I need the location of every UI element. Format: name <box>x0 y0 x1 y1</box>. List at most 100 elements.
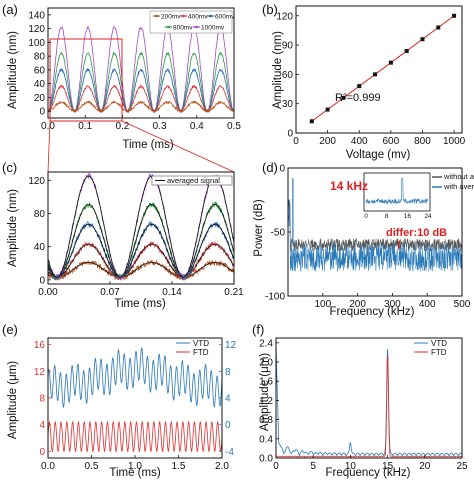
panel-c-xtick-label: 0.21 <box>224 287 244 298</box>
panel-e-xtick-label: 1.5 <box>172 461 186 472</box>
panel-a-legend-label: 600mv <box>215 14 235 21</box>
panel-c-label: (c) <box>2 160 17 175</box>
panel-e-ylabel: Amplitude (μm) <box>7 361 19 439</box>
panel-b: (b) Amplitude (nm) Voltage (mv) 0 200 400 6… <box>262 2 466 161</box>
panel-d-with-average-line <box>287 199 463 272</box>
panel-b-xtick-label: 200 <box>319 136 336 147</box>
panel-f-xtick-label: 5 <box>310 461 316 472</box>
panel-a-ytick-label: 20 <box>34 93 46 104</box>
panel-f-frame <box>275 337 463 459</box>
panel-c-xtick-label: 0.07 <box>100 287 120 298</box>
panel-f-ytick-label: 2.4 <box>259 338 273 349</box>
panel-f-ytick-label: 0.0 <box>259 454 273 465</box>
panel-a-legend-marker <box>167 25 170 29</box>
panel-a-ytick-label: 100 <box>28 38 45 49</box>
panel-f-xtick-label: 10 <box>345 461 357 472</box>
panel-d-inset-xtick-label: 24 <box>424 213 432 220</box>
panel-c-averaged-line <box>47 243 235 278</box>
panel-a-series-line <box>47 99 235 114</box>
panel-d-legend-with: with average <box>443 182 474 191</box>
panel-d: (d) Power (dB) Frequency (kHz) 100 200 300… <box>253 160 474 318</box>
panel-a-zoom-box <box>49 38 123 122</box>
panel-f-xtick-label: 25 <box>456 461 468 472</box>
panel-d-inset: 0 8 16 24 <box>363 172 432 220</box>
panel-c-averaged-line <box>47 223 235 278</box>
panel-e-xlabel: Time (ms) <box>109 467 160 479</box>
panel-e-ytick-label: 4 <box>39 420 45 431</box>
panel-a-xlabel: Time (ms) <box>122 139 173 151</box>
panel-f-legend: VTD FTD <box>414 339 447 357</box>
panel-b-xtick-label: 800 <box>414 136 431 147</box>
panel-e-xtick-label: 1.0 <box>128 461 142 472</box>
panel-b-ytick-label: 0 <box>287 129 293 140</box>
panel-b-point <box>420 37 425 42</box>
panel-e-xtick-label: 2.0 <box>215 461 229 472</box>
panel-d-xlabel: Frequency (kHz) <box>330 306 415 318</box>
panel-a-ytick-label: 140 <box>28 10 45 21</box>
panel-b-fit-line <box>311 15 455 122</box>
panel-b-xtick-label: 400 <box>351 136 368 147</box>
panel-c-xtick-label: 0.00 <box>38 287 58 298</box>
panel-e-right-ytick-label: 8 <box>225 367 231 378</box>
panel-f-xtick-label: 15 <box>382 461 394 472</box>
panel-c-ytick-label: 120 <box>28 176 45 187</box>
zoom-line-right <box>121 120 235 173</box>
panel-f-xlabel: Frequency (kHz) <box>326 467 411 479</box>
panel-c: (c) Amplitude (nm) Time (ms) 0.00 0.07 0.1… <box>2 160 244 310</box>
panel-d-legend: without average with average <box>432 172 474 191</box>
panel-e-legend: VTD FTD <box>176 339 209 357</box>
panel-b-point <box>357 84 362 89</box>
panel-e-ftd-line <box>47 420 223 453</box>
panel-c-legend-label: averaged signal <box>167 176 220 185</box>
panel-a-legend-marker <box>209 14 212 18</box>
panel-e-xtick-label: 0.0 <box>41 461 55 472</box>
panel-f-ylabel: Amplitude (μm) <box>259 353 271 431</box>
panel-e-right-ytick-label: 4 <box>225 394 231 405</box>
panel-a-legend-label: 400mv <box>188 14 208 21</box>
panel-a-legend-marker <box>195 25 198 29</box>
panel-e-vtd-line <box>47 346 223 409</box>
panel-d-ytick-label: 0 <box>279 164 285 175</box>
panel-b-xtick-label: 600 <box>383 136 400 147</box>
panel-b-point <box>309 119 314 124</box>
panel-a-xtick-label: 0.0 <box>41 121 55 132</box>
panel-d-xtick-label: 100 <box>314 299 331 310</box>
panel-e-legend-vtd: VTD <box>193 339 209 348</box>
panel-e-xtick-label: 0.5 <box>85 461 99 472</box>
panel-b-frame <box>295 5 463 134</box>
panel-a-series-line <box>47 25 235 113</box>
panel-c-ytick-label: 40 <box>34 242 46 253</box>
panel-e-ytick-label: 12 <box>34 367 46 378</box>
panel-e-legend-ftd: FTD <box>193 348 209 357</box>
panel-a-ytick-label: 80 <box>34 52 46 63</box>
panel-b-point <box>404 48 409 53</box>
panel-a-xtick-label: 0.2 <box>115 121 129 132</box>
panel-e-label: (e) <box>2 322 18 337</box>
panel-a-legend-label: 1000mv <box>201 25 225 32</box>
panel-f-legend-vtd: VTD <box>431 339 447 348</box>
panel-e-right-ytick-label: 12 <box>225 340 237 351</box>
panel-d-xtick-label: 500 <box>454 299 471 310</box>
panel-b-label: (b) <box>262 2 278 17</box>
panel-d-xtick-label: 300 <box>384 299 401 310</box>
panel-f-ytick-label: 1.6 <box>259 377 273 388</box>
panel-c-ytick-label: 80 <box>34 209 46 220</box>
panel-d-inset-xtick-label: 16 <box>404 213 412 220</box>
panel-b-ytick-label: 120 <box>276 11 293 22</box>
panel-c-averaged-line <box>47 175 235 278</box>
panel-e-ytick-label: 8 <box>39 394 45 405</box>
panel-e-right-ytick-label: -4 <box>225 447 234 458</box>
panel-c-xtick-label: 0.14 <box>162 287 182 298</box>
panel-f-legend-ftd: FTD <box>431 348 447 357</box>
panel-a-series-line <box>47 67 235 114</box>
panel-b-point <box>325 107 330 112</box>
panel-a-legend: 200mv 400mv 600mv 800mv 1000mv <box>149 10 235 34</box>
panel-d-label: (d) <box>262 160 278 175</box>
panel-b-point <box>373 72 378 77</box>
panel-f-label: (f) <box>252 322 264 337</box>
panel-f-xtick-label: 20 <box>419 461 431 472</box>
panel-d-ytick-label: -50 <box>271 228 286 239</box>
panel-f-xtick-label: 0 <box>273 461 279 472</box>
panel-a-xtick-label: 0.5 <box>227 121 241 132</box>
panel-c-series-line <box>47 241 235 282</box>
